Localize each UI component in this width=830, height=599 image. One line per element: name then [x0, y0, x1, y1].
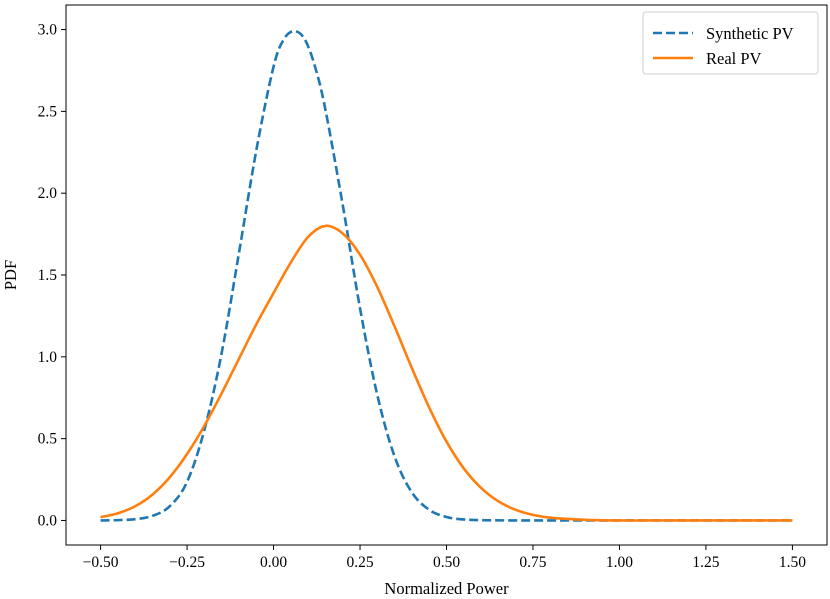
x-tick-label: 0.25 [346, 554, 373, 571]
x-axis-ticks: −0.50 −0.25 0.00 0.25 0.50 0.75 1.00 1.25 1.50 [83, 545, 806, 571]
legend-label-synthetic-pv: Synthetic PV [706, 24, 794, 43]
x-tick-label: −0.50 [83, 554, 119, 571]
x-tick-label: 1.00 [606, 554, 633, 571]
series-line-synthetic-pv [100, 29, 793, 522]
y-tick-label: 2.5 [38, 103, 58, 120]
x-tick-label: 1.50 [779, 554, 806, 571]
y-axis-label: PDF [1, 260, 20, 290]
y-tick-label: 1.0 [38, 349, 58, 366]
x-tick-label: −0.25 [169, 554, 205, 571]
y-tick-label: 1.5 [38, 267, 58, 284]
y-tick-label: 3.0 [38, 22, 58, 39]
y-tick-label: 0.0 [38, 512, 58, 529]
y-axis-ticks: 0.0 0.5 1.0 1.5 2.0 2.5 3.0 [38, 22, 66, 529]
x-tick-label: 1.25 [692, 554, 719, 571]
y-tick-label: 0.5 [38, 431, 58, 448]
x-tick-label: 0.75 [519, 554, 546, 571]
legend-label-real-pv: Real PV [706, 49, 762, 68]
x-tick-label: 0.50 [433, 554, 460, 571]
x-axis-label: Normalized Power [384, 579, 509, 598]
series-line-real-pv [100, 224, 793, 522]
plot-area [100, 29, 793, 522]
legend: Synthetic PV Real PV [642, 11, 819, 75]
x-tick-label: 0.00 [260, 554, 287, 571]
y-tick-label: 2.0 [38, 185, 58, 202]
